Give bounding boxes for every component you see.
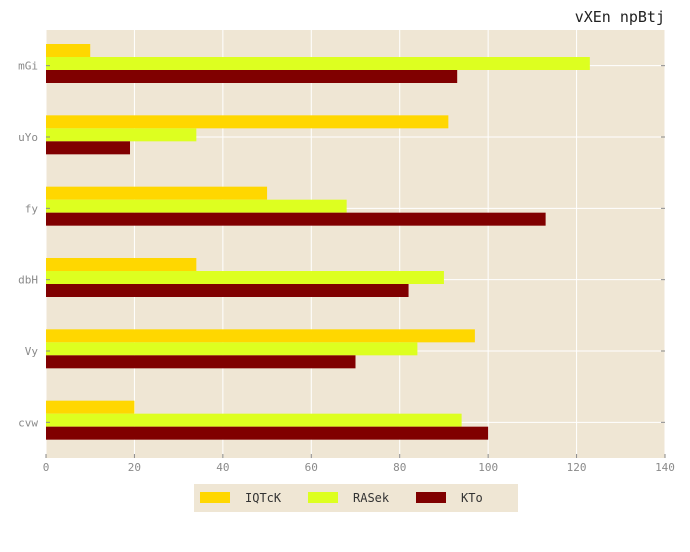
bar-KTo-Vy — [46, 355, 356, 369]
x-tick-label: 0 — [43, 461, 50, 474]
bar-KTo-cvw — [46, 426, 489, 440]
bar-KTo-uYo — [46, 141, 131, 155]
chart-title: vXEn npBtj — [575, 8, 665, 26]
y-tick-label: mGi — [18, 60, 38, 73]
bar-IQTcK-mGi — [46, 44, 91, 57]
legend-swatch-KTo — [416, 492, 446, 503]
bar-IQTcK-dbH — [46, 258, 197, 271]
plot-background — [46, 30, 665, 458]
legend-label-KTo: KTo — [461, 491, 483, 505]
bar-IQTcK-cvw — [46, 400, 135, 414]
x-tick-label: 140 — [655, 461, 675, 474]
x-tick-label: 20 — [128, 461, 141, 474]
bar-IQTcK-Vy — [46, 329, 475, 343]
legend-swatch-RASek — [308, 492, 338, 503]
legend-label-RASek: RASek — [353, 491, 390, 505]
y-tick-label: dbH — [18, 274, 38, 287]
legend-label-IQTcK: IQTcK — [245, 491, 282, 505]
bar-RASek-cvw — [46, 413, 462, 427]
y-tick-label: cvw — [18, 416, 38, 429]
x-tick-label: 100 — [478, 461, 498, 474]
x-tick-label: 120 — [567, 461, 587, 474]
bar-KTo-dbH — [46, 284, 409, 297]
bar-RASek-dbH — [46, 271, 444, 284]
x-tick-label: 40 — [216, 461, 229, 474]
bar-KTo-mGi — [46, 70, 458, 83]
bar-RASek-fy — [46, 199, 347, 213]
bar-KTo-fy — [46, 212, 546, 226]
bar-RASek-uYo — [46, 128, 197, 142]
legend: IQTcK RASek KTo — [194, 484, 518, 512]
x-tick-label: 60 — [305, 461, 318, 474]
legend-box — [194, 484, 518, 512]
y-tick-label: Vy — [25, 345, 39, 358]
legend-swatch-IQTcK — [200, 492, 230, 503]
bar-RASek-mGi — [46, 57, 590, 70]
bars — [46, 44, 590, 440]
bar-IQTcK-uYo — [46, 115, 449, 129]
axis-ticks: 0 20 40 60 80 100 120 140 cvw Vy dbH fy uYo mGi — [18, 60, 675, 474]
bar-IQTcK-fy — [46, 186, 268, 200]
x-tick-label: 80 — [393, 461, 406, 474]
bar-RASek-Vy — [46, 342, 418, 356]
y-tick-label: fy — [25, 202, 39, 215]
y-tick-label: uYo — [18, 131, 38, 144]
